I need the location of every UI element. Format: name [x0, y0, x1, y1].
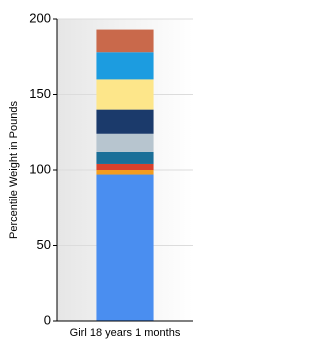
bar-segment: [96, 52, 154, 80]
bar-segment: [96, 79, 154, 110]
y-tick-label: 0: [44, 312, 51, 327]
chart: Percentile Weight in Pounds 0 50 100 150 200…: [8, 10, 193, 339]
y-axis-title: Percentile Weight in Pounds: [8, 101, 20, 239]
bar-segment: [96, 174, 154, 321]
y-tick-label: 50: [37, 237, 51, 252]
y-tick-label: 200: [29, 10, 51, 25]
bar-segment: [96, 170, 154, 175]
x-tick-label: Girl 18 years 1 months: [70, 327, 181, 339]
bar-segment: [96, 133, 154, 152]
bar-segment: [96, 109, 154, 134]
bar-segment: [96, 29, 154, 53]
y-tick-label: 150: [29, 86, 51, 101]
bar-segment: [96, 163, 154, 170]
bar-segment: [96, 151, 154, 164]
y-tick-label: 100: [29, 161, 51, 176]
